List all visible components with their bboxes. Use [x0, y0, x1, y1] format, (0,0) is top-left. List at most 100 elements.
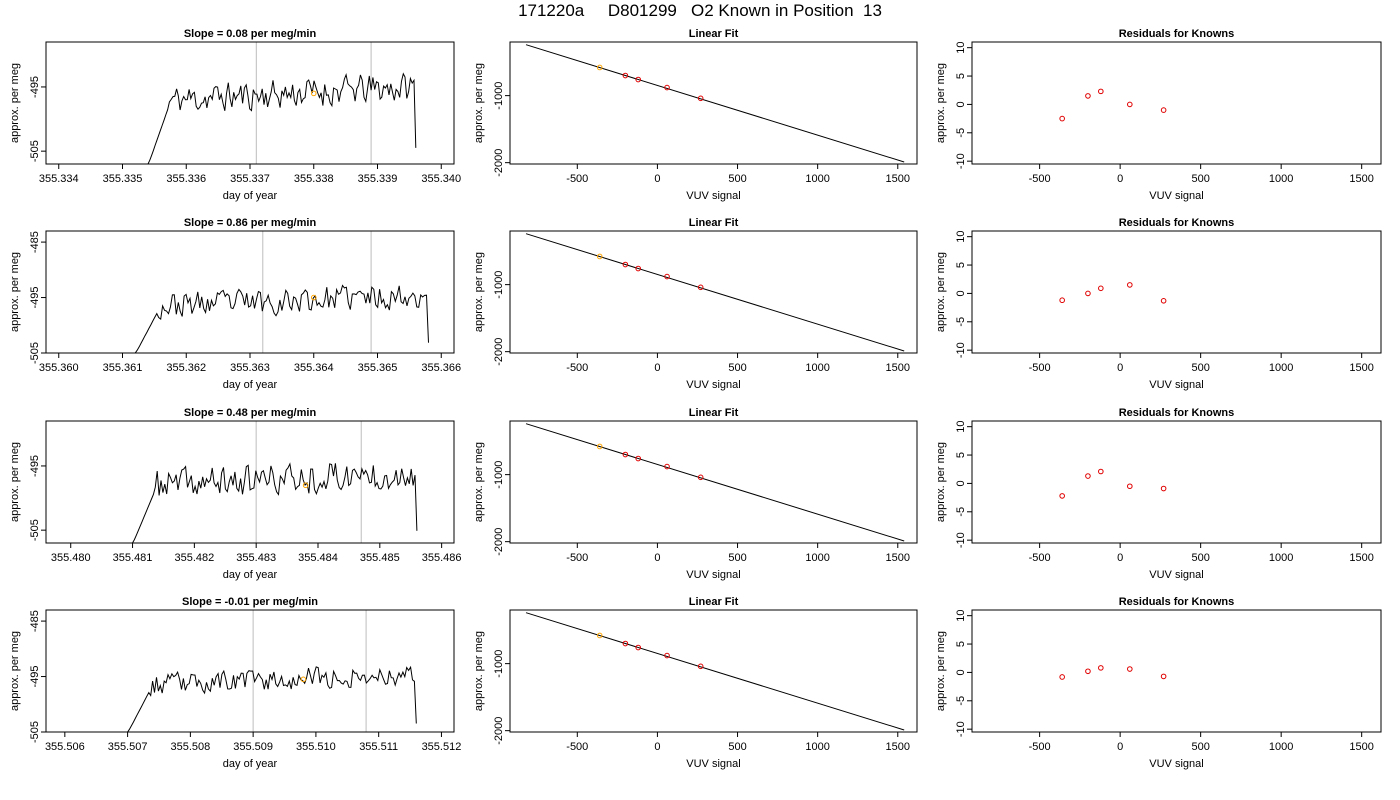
x-tick-label: -500	[1029, 552, 1051, 564]
y-tick-label: -10	[955, 342, 967, 358]
y-tick-label: 0	[955, 669, 967, 675]
data-point	[1085, 290, 1091, 297]
x-tick-label: 500	[728, 552, 746, 564]
data-point	[622, 261, 629, 268]
panel-title: Linear Fit	[689, 28, 739, 40]
x-tick-label: 0	[1117, 173, 1123, 185]
panel-title: Linear Fit	[689, 596, 739, 608]
x-tick-label: 1000	[805, 362, 829, 374]
data-point	[697, 474, 704, 481]
x-tick-label: 0	[1117, 362, 1123, 374]
x-tick-label: 355.510	[296, 741, 336, 753]
panel-title: Slope = 0.48 per meg/min	[184, 407, 317, 419]
data-point	[596, 443, 603, 450]
y-tick-label: -5	[955, 317, 967, 327]
data-point	[596, 64, 603, 71]
y-tick-label: -2000	[493, 338, 505, 366]
panel-title: Linear Fit	[689, 407, 739, 419]
y-axis-label: approx. per meg	[473, 63, 485, 143]
x-axis-label: VUV signal	[686, 190, 740, 202]
x-axis-label: day of year	[223, 190, 278, 202]
data-point	[310, 294, 317, 301]
data-point	[596, 253, 603, 260]
fit-line	[525, 233, 905, 352]
data-point	[622, 640, 629, 647]
y-axis-label: approx. per meg	[473, 631, 485, 711]
panel-trace-row-1: Slope = 0.08 per meg/min 355.334 355.335 35…	[9, 28, 461, 202]
plot-area	[147, 42, 417, 164]
data-point	[300, 676, 307, 683]
plot-frame	[971, 609, 1382, 733]
plot-frame	[45, 420, 455, 544]
y-tick-label: 10	[955, 421, 967, 433]
x-tick-label: -500	[566, 362, 588, 374]
x-tick-label: -500	[566, 552, 588, 564]
y-tick-label: -10	[955, 153, 967, 169]
data-point	[1127, 101, 1133, 108]
y-tick-label: -10	[955, 532, 967, 548]
x-tick-label: 355.485	[360, 552, 400, 564]
panel-title: Residuals for Knowns	[1119, 407, 1235, 419]
data-point	[697, 95, 704, 102]
panel-title: Residuals for Knowns	[1119, 596, 1235, 608]
x-tick-label: 355.511	[359, 741, 398, 753]
x-axis-label: day of year	[223, 379, 278, 391]
y-tick-label: 5	[955, 452, 967, 458]
plot-area	[134, 231, 429, 353]
data-point	[1160, 673, 1167, 680]
y-axis-label: approx. per meg	[935, 252, 947, 332]
x-tick-label: 355.340	[421, 173, 461, 185]
y-tick-label: -1000	[493, 271, 505, 299]
y-tick-label: -5	[955, 128, 967, 138]
x-tick-label: 1500	[886, 741, 910, 753]
panel-title: Residuals for Knowns	[1119, 217, 1235, 229]
x-tick-label: 1000	[805, 552, 829, 564]
x-tick-label: 355.339	[358, 173, 398, 185]
y-axis-label: approx. per meg	[935, 442, 947, 522]
x-tick-label: 500	[1191, 741, 1209, 753]
y-tick-label: -1000	[493, 461, 505, 489]
x-tick-label: 1500	[1349, 741, 1373, 753]
x-tick-label: 355.506	[45, 741, 85, 753]
y-axis-label: approx. per meg	[9, 631, 21, 711]
y-tick-label: 5	[955, 262, 967, 268]
x-axis-label: VUV signal	[1149, 190, 1203, 202]
data-point	[697, 284, 704, 291]
x-tick-label: 1500	[1349, 173, 1373, 185]
data-point	[622, 72, 629, 79]
x-axis-label: VUV signal	[1149, 569, 1203, 581]
y-tick-label: 0	[955, 290, 967, 296]
y-tick-label: -495	[29, 455, 41, 477]
x-tick-label: 0	[654, 173, 660, 185]
x-tick-label: 1000	[1269, 741, 1293, 753]
y-axis-label: approx. per meg	[935, 631, 947, 711]
x-tick-label: 355.365	[358, 362, 398, 374]
y-tick-label: -495	[29, 76, 41, 98]
plot-frame	[45, 609, 455, 733]
data-point	[1160, 485, 1167, 492]
data-point	[596, 632, 603, 639]
y-tick-label: 5	[955, 73, 967, 79]
data-point	[635, 265, 641, 272]
x-tick-label: 0	[654, 552, 660, 564]
panel-fit-row-3: Linear Fit -500 0 500 1000 1500 -1000 -2000 VUV …	[473, 407, 918, 581]
data-point	[664, 273, 670, 280]
x-axis-label: VUV signal	[686, 758, 740, 770]
data-point	[664, 652, 670, 659]
data-point	[1085, 668, 1091, 675]
x-axis-label: VUV signal	[1149, 379, 1203, 391]
data-point	[697, 663, 704, 670]
x-tick-label: 1000	[805, 741, 829, 753]
y-tick-label: -485	[29, 231, 41, 253]
y-tick-label: -5	[955, 696, 967, 706]
x-tick-label: 500	[1191, 552, 1209, 564]
y-axis-label: approx. per meg	[473, 252, 485, 332]
series-line	[147, 72, 417, 164]
panel-title: Slope = 0.08 per meg/min	[184, 28, 317, 40]
y-tick-label: 5	[955, 641, 967, 647]
x-tick-label: 355.512	[422, 741, 462, 753]
data-point	[1059, 674, 1065, 680]
panel-fit-row-2: Linear Fit -500 0 500 1000 1500 -1000 -2000 VUV …	[473, 217, 918, 391]
panel-residual-row-2: Residuals for Knowns -500 0 500 1000 1500 -10 -…	[935, 217, 1382, 391]
